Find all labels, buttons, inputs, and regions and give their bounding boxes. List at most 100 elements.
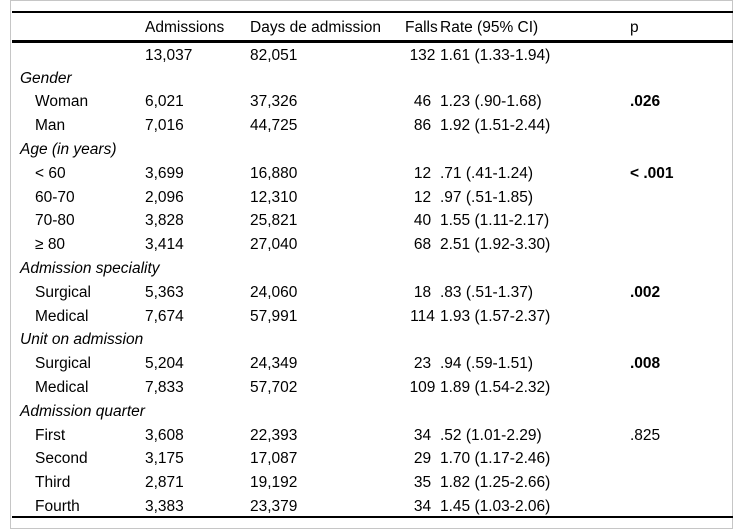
falls-value: 114 bbox=[410, 307, 435, 325]
section-row: Admission quarter bbox=[12, 398, 733, 422]
falls-value: 35 bbox=[413, 474, 432, 492]
falls-value: 18 bbox=[413, 283, 432, 301]
section-row: Gender bbox=[12, 65, 733, 89]
admissions-value: 3,608 bbox=[145, 426, 184, 444]
rate-value: 1.70 (1.17-2.46) bbox=[440, 450, 551, 468]
admissions-value: 3,383 bbox=[145, 497, 184, 515]
row-label: 60-70 bbox=[35, 188, 75, 206]
p-value: .008 bbox=[630, 355, 661, 373]
table-row: First 3,608 22,393 34 .52 (1.01-2.29) .825 bbox=[12, 422, 733, 446]
days-value: 25,821 bbox=[250, 212, 298, 230]
p-value: .825 bbox=[630, 426, 661, 444]
header-empty bbox=[12, 12, 145, 43]
days-value: 57,991 bbox=[250, 307, 298, 325]
p-value bbox=[630, 184, 733, 208]
falls-value: 34 bbox=[413, 497, 432, 515]
falls-value: 29 bbox=[413, 450, 432, 468]
days-value: 19,192 bbox=[250, 474, 298, 492]
rate-value: 2.51 (1.92-3.30) bbox=[440, 236, 551, 254]
days-value: 16,880 bbox=[250, 164, 298, 182]
days-value: 37,326 bbox=[250, 93, 298, 111]
days-value: 57,702 bbox=[250, 379, 298, 397]
days-value: 24,349 bbox=[250, 355, 298, 373]
admissions-value: 7,674 bbox=[145, 307, 184, 325]
rate-value: .97 (.51-1.85) bbox=[440, 188, 534, 206]
section-label: Gender bbox=[20, 69, 72, 87]
rate-value: 1.93 (1.57-2.37) bbox=[440, 307, 551, 325]
admissions-value: 7,016 bbox=[145, 117, 184, 135]
header-row: Admissions Days de admission Falls Rate … bbox=[12, 12, 733, 43]
falls-value: 23 bbox=[413, 355, 432, 373]
table-row: Fourth 3,383 23,379 34 1.45 (1.03-2.06) bbox=[12, 494, 733, 518]
admissions-value: 7,833 bbox=[145, 379, 184, 397]
row-label: Medical bbox=[35, 379, 89, 397]
row-label bbox=[12, 42, 145, 66]
p-value bbox=[630, 303, 733, 327]
days-value: 12,310 bbox=[250, 188, 298, 206]
header-falls: Falls bbox=[405, 12, 440, 43]
section-label: Admission speciality bbox=[20, 260, 160, 278]
rate-value: 1.89 (1.54-2.32) bbox=[440, 379, 551, 397]
p-value bbox=[630, 113, 733, 137]
table-row: ≥ 80 3,414 27,040 68 2.51 (1.92-3.30) bbox=[12, 232, 733, 256]
days-value: 22,393 bbox=[250, 426, 298, 444]
row-label: Man bbox=[35, 117, 66, 135]
row-label: Surgical bbox=[35, 283, 91, 301]
rate-value: .52 (1.01-2.29) bbox=[440, 426, 542, 444]
row-label: 70-80 bbox=[35, 212, 75, 230]
row-label: Second bbox=[35, 450, 88, 468]
rate-value: 1.45 (1.03-2.06) bbox=[440, 497, 551, 515]
table-row: 13,037 82,051 132 1.61 (1.33-1.94) bbox=[12, 42, 733, 66]
p-value: < .001 bbox=[630, 164, 674, 182]
p-value bbox=[630, 470, 733, 494]
falls-value: 40 bbox=[413, 212, 432, 230]
falls-value: 46 bbox=[413, 93, 432, 111]
admissions-value: 3,175 bbox=[145, 450, 184, 468]
p-value bbox=[630, 446, 733, 470]
rate-value: 1.55 (1.11-2.17) bbox=[440, 212, 550, 230]
row-label: Medical bbox=[35, 307, 89, 325]
p-value: .002 bbox=[630, 283, 661, 301]
table-row: 60-70 2,096 12,310 12 .97 (.51-1.85) bbox=[12, 184, 733, 208]
row-label: < 60 bbox=[35, 164, 66, 182]
days-value: 24,060 bbox=[250, 283, 298, 301]
table-row: Surgical 5,363 24,060 18 .83 (.51-1.37) .002 bbox=[12, 279, 733, 303]
row-label: Third bbox=[35, 474, 71, 492]
p-value: .026 bbox=[630, 93, 661, 111]
header-days: Days de admission bbox=[250, 12, 405, 43]
rate-value: 1.23 (.90-1.68) bbox=[440, 93, 542, 111]
table-row: Surgical 5,204 24,349 23 .94 (.59-1.51) .008 bbox=[12, 351, 733, 375]
rate-value: 1.61 (1.33-1.94) bbox=[440, 46, 551, 64]
falls-value: 12 bbox=[413, 164, 432, 182]
header-rate: Rate (95% CI) bbox=[440, 12, 630, 43]
row-label: Woman bbox=[35, 93, 89, 111]
rate-value: .94 (.59-1.51) bbox=[440, 355, 534, 373]
row-label: Fourth bbox=[35, 497, 80, 515]
figure-frame bbox=[10, 0, 733, 529]
rate-value: .71 (.41-1.24) bbox=[440, 164, 534, 182]
falls-value: 109 bbox=[409, 379, 436, 397]
section-label: Age (in years) bbox=[20, 141, 117, 159]
table-row: Medical 7,674 57,991 114 1.93 (1.57-2.37) bbox=[12, 303, 733, 327]
table-header: Admissions Days de admission Falls Rate … bbox=[12, 12, 733, 43]
row-label: ≥ 80 bbox=[35, 236, 66, 254]
section-row: Age (in years) bbox=[12, 137, 733, 161]
rate-value: 1.92 (1.51-2.44) bbox=[440, 117, 551, 135]
p-value bbox=[630, 42, 733, 66]
table-body: 13,037 82,051 132 1.61 (1.33-1.94) Gender Wom… bbox=[12, 42, 733, 518]
table-row: Second 3,175 17,087 29 1.70 (1.17-2.46) bbox=[12, 446, 733, 470]
days-value: 44,725 bbox=[250, 117, 298, 135]
section-row: Admission speciality bbox=[12, 256, 733, 280]
section-label: Unit on admission bbox=[20, 331, 144, 349]
admissions-value: 3,414 bbox=[145, 236, 184, 254]
admissions-value: 2,871 bbox=[145, 474, 184, 492]
table-row: Third 2,871 19,192 35 1.82 (1.25-2.66) bbox=[12, 470, 733, 494]
falls-value: 12 bbox=[413, 188, 432, 206]
admissions-value: 5,363 bbox=[145, 283, 184, 301]
p-value bbox=[630, 208, 733, 232]
falls-value: 86 bbox=[413, 117, 432, 135]
days-value: 27,040 bbox=[250, 236, 298, 254]
table-row: < 60 3,699 16,880 12 .71 (.41-1.24) < .001 bbox=[12, 160, 733, 184]
days-value: 17,087 bbox=[250, 450, 298, 468]
header-admissions: Admissions bbox=[145, 12, 250, 43]
